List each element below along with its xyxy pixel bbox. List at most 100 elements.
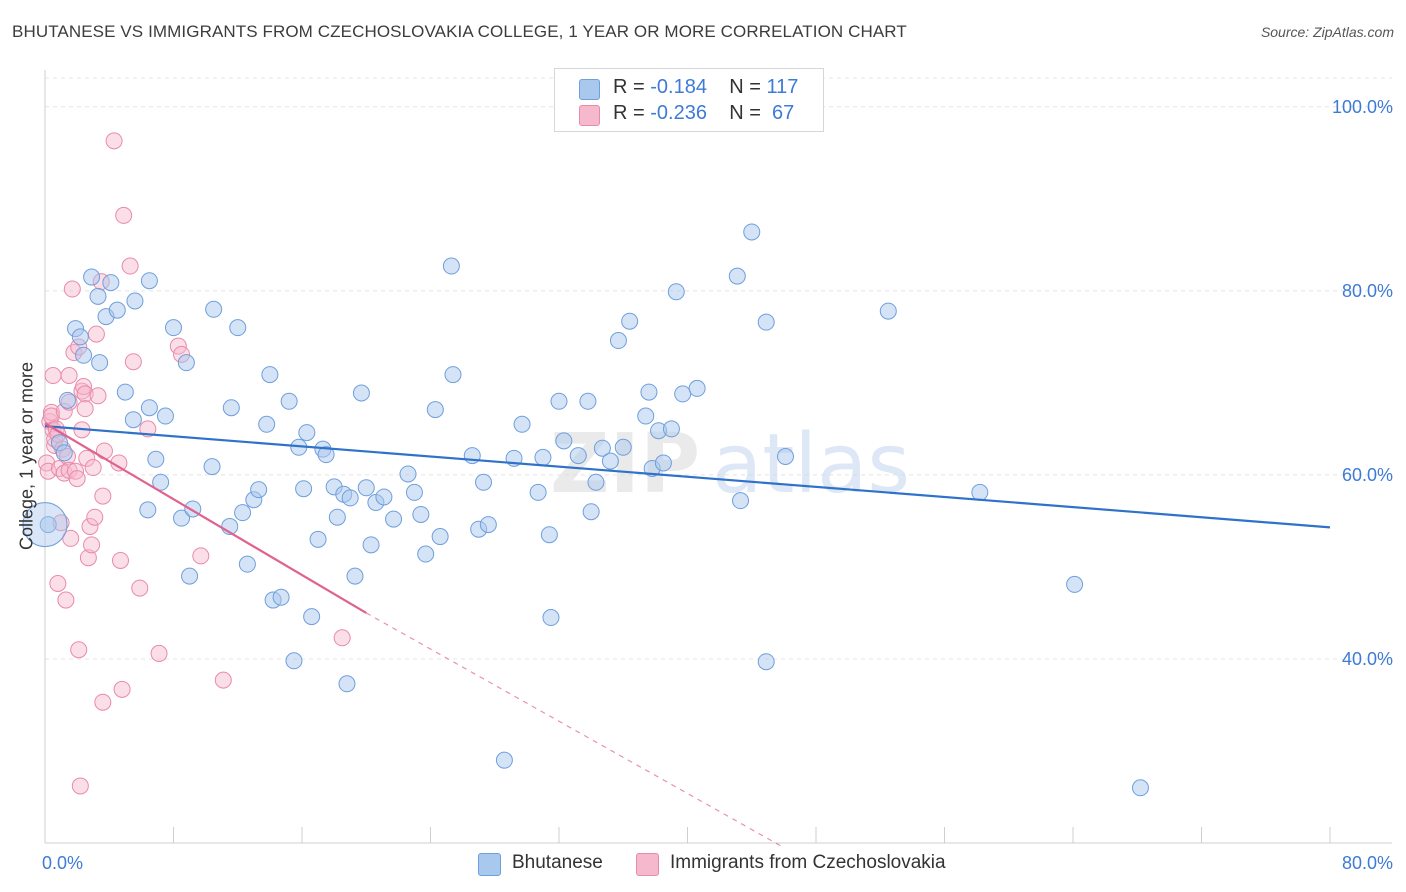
czech-point	[111, 551, 129, 569]
bhutanese-point	[341, 489, 359, 507]
bhutanese-point	[102, 274, 120, 292]
bhutanese-point	[385, 510, 403, 528]
bhutanese-point	[640, 383, 658, 401]
bhutanese-point	[971, 483, 989, 501]
bhutanese-point	[555, 432, 573, 450]
bottom-swatch-pink	[636, 853, 659, 876]
bhutanese-point	[601, 452, 619, 470]
czech-point	[49, 574, 67, 592]
x-tick-label: 0.0%	[42, 853, 83, 873]
bottom-legend-label: Immigrants from Czechoslovakia	[670, 852, 946, 873]
legend-n-value: 67	[772, 102, 795, 124]
x-tick-label: 80.0%	[1342, 853, 1393, 873]
bhutanese-point	[75, 346, 93, 364]
bhutanese-point	[55, 444, 73, 462]
czech-point	[84, 459, 102, 477]
bhutanese-point	[479, 516, 497, 534]
tick-labels: 40.0% 60.0% 80.0% 100.0% 0.0% 80.0%	[42, 97, 1393, 873]
czech-point	[105, 132, 123, 150]
bhutanese-point	[258, 415, 276, 433]
bhutanese-point	[743, 223, 761, 241]
czech-point	[89, 387, 107, 405]
bottom-swatch-blue	[478, 853, 501, 876]
czech-point	[115, 206, 133, 224]
bhutanese-point	[662, 420, 680, 438]
bhutanese-point	[362, 536, 380, 554]
czech-point	[60, 367, 78, 385]
legend-n-label: N =	[729, 102, 761, 124]
bhutanese-point	[58, 391, 76, 409]
bhutanese-point	[442, 257, 460, 275]
czech-point	[63, 280, 81, 298]
czech-point	[78, 449, 96, 467]
legend-r-label: R =	[613, 76, 645, 98]
bhutanese-point	[285, 652, 303, 670]
bhutanese-point	[140, 272, 158, 290]
bhutanese-point	[637, 407, 655, 425]
bhutanese-point	[91, 354, 109, 372]
bhutanese-point	[569, 447, 587, 465]
czech-point	[57, 591, 75, 609]
trend-lines	[44, 422, 1331, 849]
bhutanese-point	[39, 516, 57, 534]
bhutanese-point	[147, 450, 165, 468]
czech-point	[95, 442, 113, 460]
czech-point	[42, 407, 60, 425]
bhutanese-point	[295, 480, 313, 498]
legend-text-czech: R = -0.236 N = 67	[613, 102, 794, 125]
bhutanese-point	[732, 492, 750, 510]
czech-point	[79, 549, 97, 567]
bhutanese-point	[238, 555, 256, 573]
bhutanese-point	[417, 545, 435, 563]
bhutanese-point	[728, 267, 746, 285]
czech-point	[214, 671, 232, 689]
bhutanese-point	[667, 283, 685, 301]
czech-point	[86, 508, 104, 526]
axes	[44, 70, 1392, 844]
bhutanese-point	[405, 483, 423, 501]
bhutanese-point	[83, 268, 101, 286]
y-tick-label: 40.0%	[1342, 649, 1393, 669]
bhutanese-point	[124, 411, 142, 429]
bhutanese-trend-line	[44, 425, 1331, 529]
source-label: Source: ZipAtlas.com	[1260, 24, 1394, 40]
bhutanese-point	[1066, 575, 1084, 593]
bhutanese-point	[71, 328, 89, 346]
legend-n-label: N =	[729, 76, 761, 98]
bhutanese-point	[426, 401, 444, 419]
bhutanese-point	[534, 448, 552, 466]
chart-title: BHUTANESE VS IMMIGRANTS FROM CZECHOSLOVA…	[12, 22, 907, 41]
bhutanese-point	[173, 509, 191, 527]
bhutanese-point	[1131, 779, 1149, 797]
legend-r-value: -0.184	[650, 76, 707, 98]
bhutanese-point	[203, 458, 221, 476]
bhutanese-point	[542, 609, 560, 627]
bhutanese-point	[346, 567, 364, 585]
bhutanese-point	[156, 407, 174, 425]
czech-point	[131, 579, 149, 597]
bhutanese-point	[879, 302, 897, 320]
czech-point	[76, 385, 94, 403]
correlation-legend: R = -0.184 N = 117 R = -0.236 N = 67	[554, 68, 824, 132]
bhutanese-point	[116, 383, 134, 401]
bhutanese-point	[579, 392, 597, 410]
bhutanese-point	[229, 319, 247, 337]
bhutanese-point	[550, 392, 568, 410]
bhutanese-point	[152, 473, 170, 491]
czech-point	[76, 400, 94, 418]
bhutanese-point	[688, 379, 706, 397]
bhutanese-point	[205, 300, 223, 318]
y-tick-label: 80.0%	[1342, 281, 1393, 301]
legend-swatch-pink	[579, 105, 600, 126]
czech-point	[94, 693, 112, 711]
czech-point	[87, 325, 105, 343]
czech-point	[71, 777, 89, 795]
bhutanese-point	[222, 399, 240, 417]
czech-point	[81, 517, 99, 535]
czech-point	[121, 257, 139, 275]
legend-n-value: 117	[766, 76, 799, 98]
czech-trend-line	[44, 422, 367, 614]
bhutanese-point	[317, 446, 335, 464]
bhutanese-point	[328, 508, 346, 526]
